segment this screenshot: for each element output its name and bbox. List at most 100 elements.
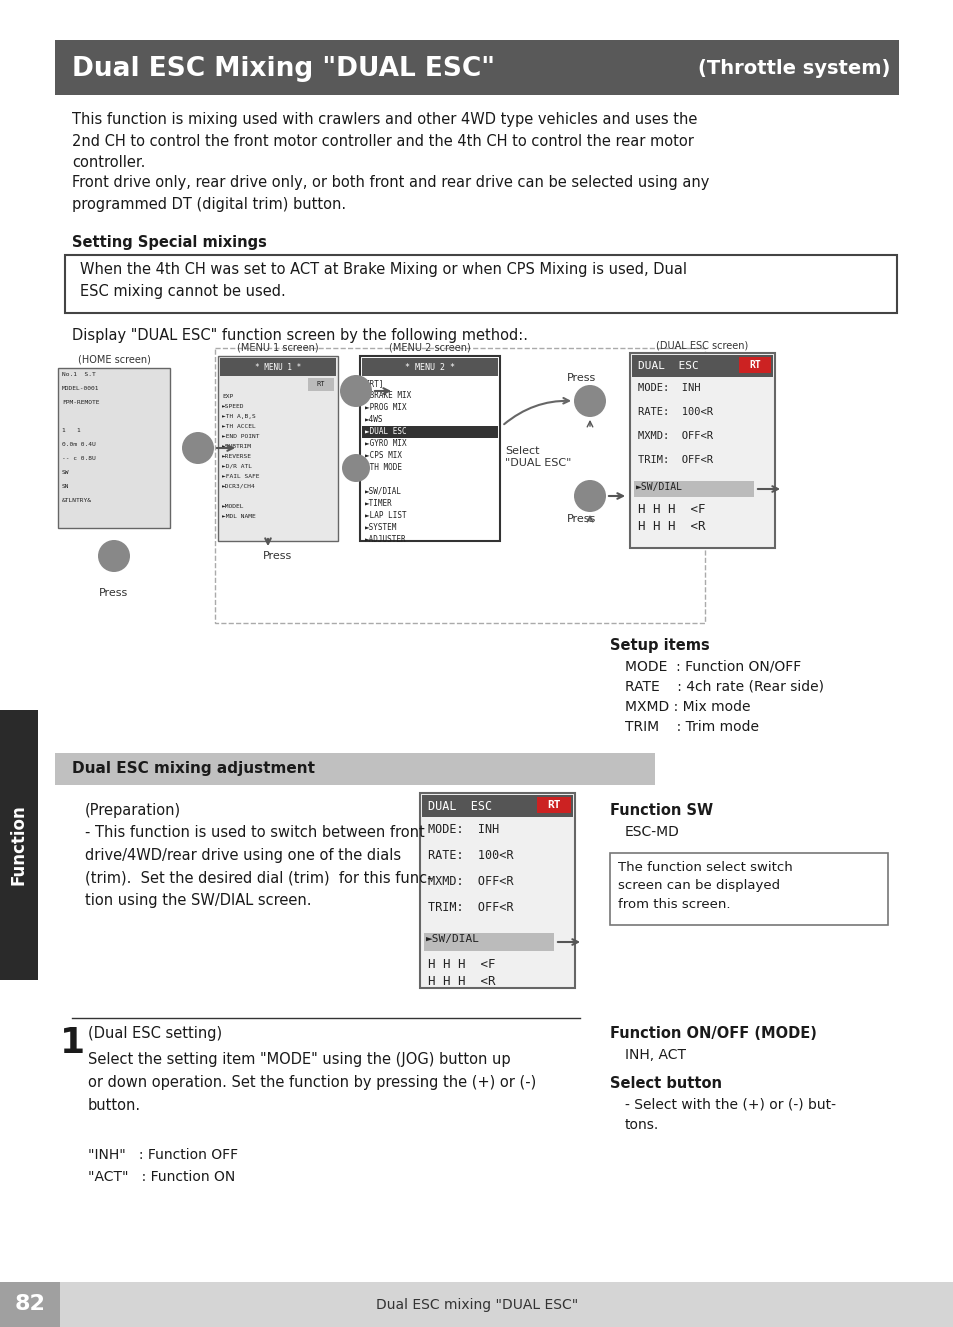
Bar <box>631 356 772 377</box>
Text: TRIM:  OFF<R: TRIM: OFF<R <box>428 901 513 914</box>
Text: 0.0m 0.4U: 0.0m 0.4U <box>62 442 95 447</box>
Text: DUAL  ESC: DUAL ESC <box>638 361 698 372</box>
Text: EXP: EXP <box>222 394 233 399</box>
Text: ►END POINT: ►END POINT <box>222 434 259 439</box>
Text: 1   1: 1 1 <box>62 429 81 433</box>
Text: ►ADJUSTER: ►ADJUSTER <box>365 535 406 544</box>
Circle shape <box>182 433 213 464</box>
Text: J: J <box>195 441 200 455</box>
Text: INH, ACT: INH, ACT <box>624 1048 685 1062</box>
Text: When the 4th CH was set to ACT at Brake Mixing or when CPS Mixing is used, Dual
: When the 4th CH was set to ACT at Brake … <box>80 261 686 299</box>
Circle shape <box>574 480 605 512</box>
Text: ►SW/DIAL: ►SW/DIAL <box>365 487 401 496</box>
Text: MODE  : Function ON/OFF: MODE : Function ON/OFF <box>624 660 801 674</box>
Bar <box>739 357 770 373</box>
Text: The function select switch
screen can be displayed
from this screen.: The function select switch screen can be… <box>618 861 792 912</box>
Text: ►DUAL ESC: ►DUAL ESC <box>365 427 406 437</box>
Text: * MENU 2 *: * MENU 2 * <box>405 362 455 372</box>
Text: ►SW/DIAL: ►SW/DIAL <box>426 934 479 943</box>
Text: Dual ESC mixing adjustment: Dual ESC mixing adjustment <box>71 762 314 776</box>
Text: Setting Special mixings: Setting Special mixings <box>71 235 267 249</box>
Text: Function SW: Function SW <box>609 803 713 817</box>
Text: ►REVERSE: ►REVERSE <box>222 454 252 459</box>
Text: No.1  S.T: No.1 S.T <box>62 372 95 377</box>
Bar <box>0 710 38 981</box>
Text: Function ON/OFF (MODE): Function ON/OFF (MODE) <box>609 1026 816 1040</box>
Text: - Select with the (+) or (-) but-
tons.: - Select with the (+) or (-) but- tons. <box>624 1097 835 1132</box>
Text: ►MODEL: ►MODEL <box>222 504 244 510</box>
Text: ►SYSTEM: ►SYSTEM <box>365 523 397 532</box>
Text: +: + <box>349 459 362 476</box>
Text: MODE:  INH: MODE: INH <box>428 823 498 836</box>
Bar <box>60 1282 953 1327</box>
Bar <box>629 353 774 548</box>
Text: * MENU 1 *: * MENU 1 * <box>254 362 301 372</box>
Text: -- c 0.8U: -- c 0.8U <box>62 456 95 460</box>
Text: ►DCR3/CH4: ►DCR3/CH4 <box>222 484 255 490</box>
Circle shape <box>98 540 130 572</box>
Text: RT: RT <box>748 360 760 370</box>
Text: H H H  <F
H H H  <R: H H H <F H H H <R <box>638 503 705 533</box>
Text: ►PROG MIX: ►PROG MIX <box>365 403 406 411</box>
Text: Dual ESC Mixing "DUAL ESC": Dual ESC Mixing "DUAL ESC" <box>71 56 495 81</box>
Text: ►TH ACCEL: ►TH ACCEL <box>222 425 255 429</box>
Text: MXMD : Mix mode: MXMD : Mix mode <box>624 701 750 714</box>
Text: TRIM    : Trim mode: TRIM : Trim mode <box>624 721 759 734</box>
Text: (Preparation): (Preparation) <box>85 803 181 817</box>
Bar <box>65 255 896 313</box>
Bar <box>419 794 575 989</box>
Text: Press: Press <box>567 373 596 384</box>
Text: Press: Press <box>99 588 129 598</box>
Text: Press: Press <box>567 514 596 524</box>
Text: Function: Function <box>10 804 28 885</box>
Text: Select
"DUAL ESC": Select "DUAL ESC" <box>504 446 571 468</box>
Text: ►D/R ATL: ►D/R ATL <box>222 464 252 468</box>
Text: -: - <box>110 547 118 565</box>
Bar <box>55 40 898 96</box>
Text: ►4WS: ►4WS <box>365 415 383 425</box>
Text: RT: RT <box>547 800 560 809</box>
Text: Dual ESC mixing "DUAL ESC": Dual ESC mixing "DUAL ESC" <box>375 1298 578 1311</box>
Text: (HOME screen): (HOME screen) <box>77 356 151 365</box>
Bar <box>308 378 334 391</box>
Text: Setup items: Setup items <box>609 638 709 653</box>
Circle shape <box>341 454 370 482</box>
Text: Display "DUAL ESC" function screen by the following method:.: Display "DUAL ESC" function screen by th… <box>71 328 527 342</box>
Bar <box>214 348 704 622</box>
Text: ►TH A,B,S: ►TH A,B,S <box>222 414 255 419</box>
Text: RATE    : 4ch rate (Rear side): RATE : 4ch rate (Rear side) <box>624 679 823 694</box>
Text: This function is mixing used with crawlers and other 4WD type vehicles and uses : This function is mixing used with crawle… <box>71 111 697 170</box>
Text: FPM-REMOTE: FPM-REMOTE <box>62 399 99 405</box>
Text: DUAL  ESC: DUAL ESC <box>428 799 492 812</box>
Text: ►SPEED: ►SPEED <box>222 403 244 409</box>
Text: ►SUBTRIM: ►SUBTRIM <box>222 445 252 449</box>
Bar <box>361 426 497 438</box>
Bar <box>55 752 655 786</box>
Bar <box>359 356 499 541</box>
Circle shape <box>339 376 372 407</box>
Text: Select the setting item "MODE" using the (JOG) button up
or down operation. Set : Select the setting item "MODE" using the… <box>88 1052 536 1112</box>
Text: SN: SN <box>62 484 70 490</box>
Text: Press: Press <box>263 551 293 561</box>
Text: (Throttle system): (Throttle system) <box>697 58 889 78</box>
Text: TRIM:  OFF<R: TRIM: OFF<R <box>638 455 712 464</box>
Text: ►LAP LIST: ►LAP LIST <box>365 511 406 520</box>
Bar <box>634 480 753 498</box>
Text: [RT]: [RT] <box>365 380 383 387</box>
Bar <box>361 358 497 376</box>
Text: ►BRAKE MIX: ►BRAKE MIX <box>365 391 411 399</box>
Text: H H H  <F
H H H  <R: H H H <F H H H <R <box>428 958 495 989</box>
Text: MXMD:  OFF<R: MXMD: OFF<R <box>638 431 712 441</box>
Text: ►GYRO MIX: ►GYRO MIX <box>365 439 406 449</box>
Text: "INH"   : Function OFF
"ACT"   : Function ON: "INH" : Function OFF "ACT" : Function ON <box>88 1148 238 1184</box>
Text: (MENU 2 screen): (MENU 2 screen) <box>389 342 471 353</box>
Bar <box>537 798 571 813</box>
Text: 82: 82 <box>14 1295 46 1315</box>
Bar <box>609 853 887 925</box>
Text: ►CPS MIX: ►CPS MIX <box>365 451 401 460</box>
Bar <box>218 356 337 541</box>
Text: MODE:  INH: MODE: INH <box>638 384 700 393</box>
Text: Front drive only, rear drive only, or both front and rear drive can be selected : Front drive only, rear drive only, or bo… <box>71 175 709 211</box>
Bar <box>220 358 335 376</box>
Text: 1: 1 <box>60 1026 85 1060</box>
